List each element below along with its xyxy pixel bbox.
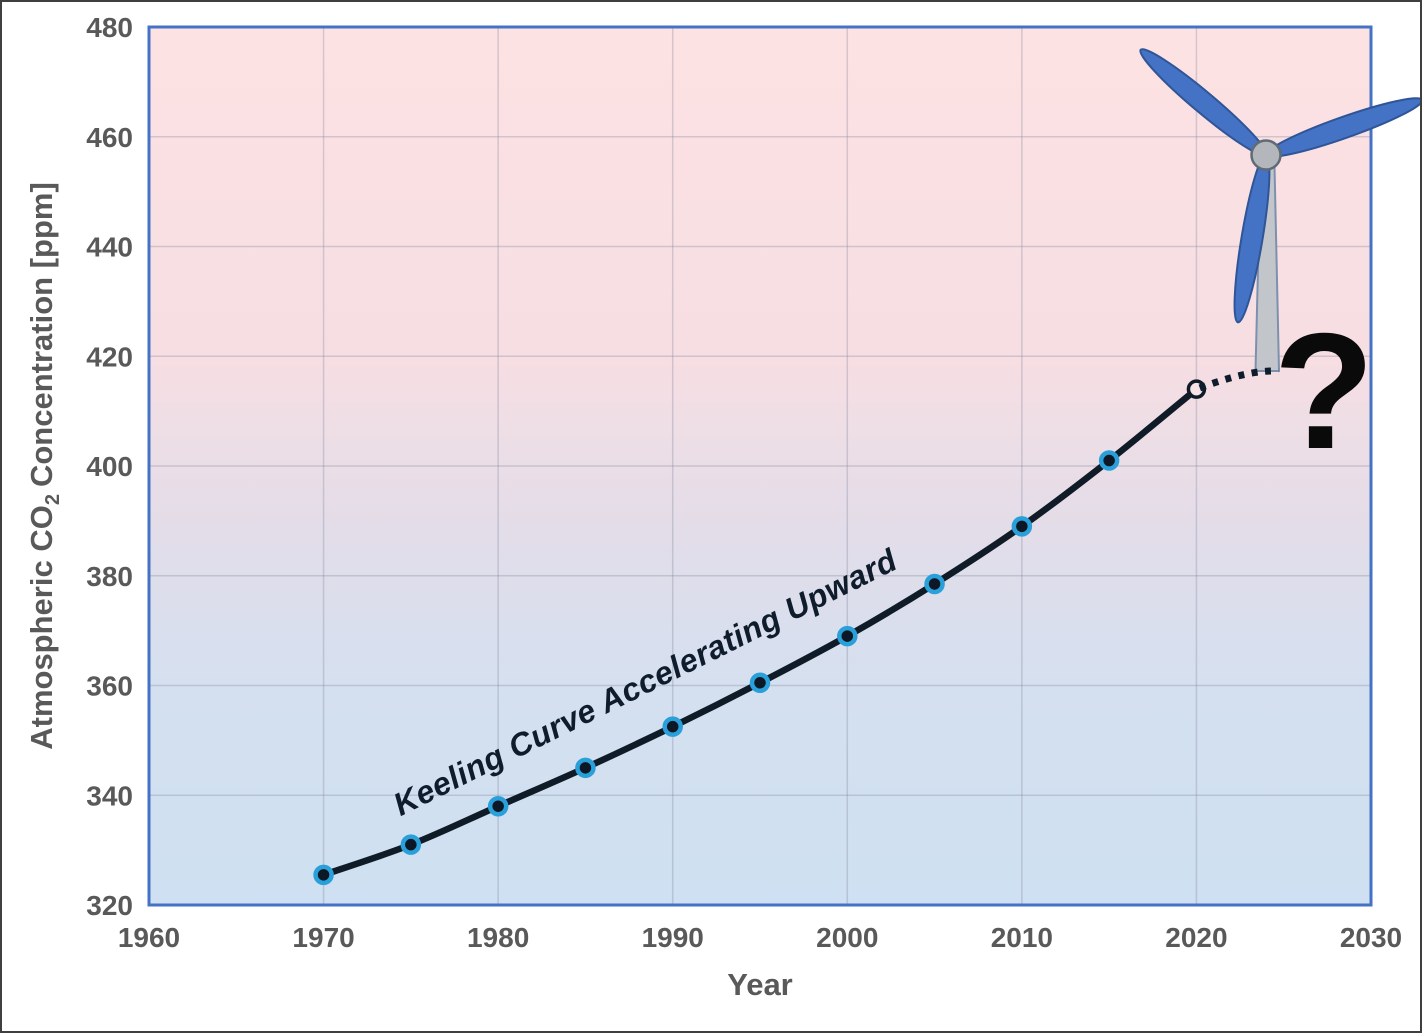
data-point	[575, 757, 596, 779]
data-point-markers	[313, 379, 1207, 886]
x-tick-label: 2010	[991, 922, 1053, 953]
data-point	[313, 864, 334, 886]
plot-area-background	[149, 27, 1371, 905]
data-point	[1098, 450, 1120, 471]
turbine-hub	[1250, 139, 1282, 171]
data-point	[837, 625, 858, 647]
data-point	[924, 573, 945, 595]
data-point	[749, 672, 771, 694]
y-axis-title: Atmospheric CO2 Concentration [ppm]	[24, 182, 64, 750]
y-axis-tick-labels: 320 340 360 380 400 420 440 460 480	[86, 12, 133, 921]
y-tick-label: 320	[86, 890, 133, 921]
y-tick-label: 340	[86, 780, 133, 811]
x-tick-label: 2000	[816, 922, 878, 953]
x-axis-title: Year	[727, 967, 793, 1002]
x-tick-label: 1980	[467, 922, 529, 953]
y-axis-title-rest: Concentration [ppm]	[24, 182, 59, 487]
data-point	[487, 795, 509, 817]
y-tick-label: 460	[86, 122, 133, 153]
question-mark-annotation: ?	[1274, 299, 1375, 483]
y-tick-label: 420	[86, 341, 133, 372]
data-point	[1011, 516, 1033, 537]
data-point	[662, 716, 683, 737]
data-point	[400, 834, 422, 855]
wind-turbine-icon	[1139, 48, 1420, 372]
x-tick-label: 2020	[1165, 922, 1227, 953]
x-tick-label: 2030	[1340, 922, 1402, 953]
y-tick-label: 440	[86, 232, 133, 263]
x-axis-tick-labels: 1960 1970 1980 1990 2000 2010 2020 2030	[118, 922, 1402, 953]
plot-area-border	[147, 25, 1373, 907]
y-tick-label: 480	[86, 12, 133, 43]
x-tick-label: 1990	[642, 922, 704, 953]
y-axis-title-subscript: 2	[42, 494, 64, 505]
y-tick-label: 380	[86, 561, 133, 592]
x-tick-label: 1960	[118, 922, 180, 953]
x-tick-label: 1970	[292, 922, 354, 953]
y-axis-title-main: Atmospheric CO	[24, 505, 59, 750]
projection-dotted-line	[1195, 367, 1279, 393]
y-tick-label: 400	[86, 451, 133, 482]
y-tick-label: 360	[86, 671, 133, 702]
